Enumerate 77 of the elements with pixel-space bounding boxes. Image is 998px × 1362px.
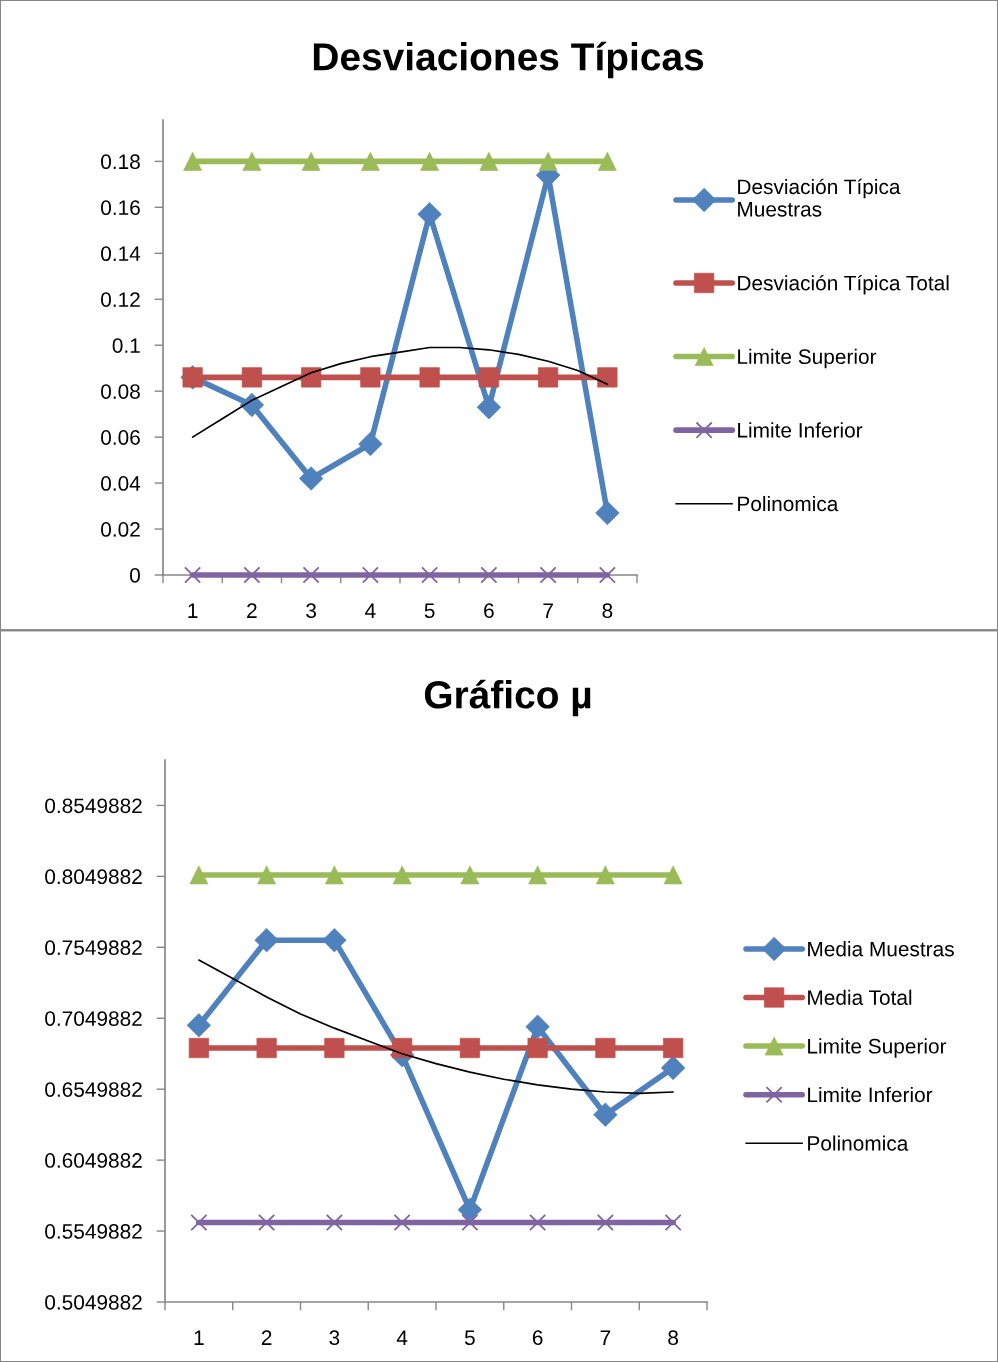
y-tick-label: 0.6049882 xyxy=(45,1153,142,1168)
point xyxy=(243,566,261,584)
x-tick-label: 6 xyxy=(532,1330,543,1346)
x-tick-label: 4 xyxy=(365,603,376,618)
point xyxy=(527,1037,548,1059)
x-tick-label: 1 xyxy=(194,1330,204,1345)
x-tick-label: 5 xyxy=(464,1330,475,1346)
legend-label: Polinomica xyxy=(738,495,839,512)
point xyxy=(476,395,502,420)
legend-label: Media Total xyxy=(808,989,912,1006)
y-tick-label: 0.7049882 xyxy=(45,1011,142,1026)
line-series xyxy=(198,959,674,1095)
point xyxy=(596,1213,614,1232)
point xyxy=(241,367,262,388)
point xyxy=(190,1213,208,1232)
x-tick-label: 7 xyxy=(600,1330,611,1345)
point xyxy=(525,1014,550,1039)
y-tick-label: 0.12 xyxy=(101,292,140,307)
point xyxy=(459,1037,480,1059)
point xyxy=(358,431,383,457)
legend-label: Limite Inferior xyxy=(738,422,863,438)
point xyxy=(298,466,324,491)
x-tick-label: 2 xyxy=(247,603,257,618)
legend-label: Polinomica xyxy=(808,1135,909,1151)
point xyxy=(461,1213,479,1232)
y-tick-label: 0.5549882 xyxy=(45,1224,142,1239)
point xyxy=(361,566,379,584)
legend-label: Limite Inferior xyxy=(808,1086,933,1103)
y-tick-label: 0 xyxy=(130,568,140,583)
legend-label: Limite Superior xyxy=(808,1038,947,1058)
chart-title: Gráfico µ xyxy=(424,679,591,717)
y-tick-label: 0.6549882 xyxy=(45,1082,142,1097)
y-tick-label: 0.8549882 xyxy=(45,798,142,814)
point xyxy=(302,566,320,584)
y-tick-label: 0.16 xyxy=(101,200,140,216)
y-tick-label: 0.7549882 xyxy=(45,940,142,956)
y-tick-label: 0.06 xyxy=(101,430,140,445)
point xyxy=(258,1213,276,1232)
y-tick-label: 0.5049882 xyxy=(45,1295,142,1310)
point xyxy=(664,1213,682,1232)
point xyxy=(480,566,498,584)
x-tick-label: 3 xyxy=(329,1330,340,1346)
x-tick-label: 2 xyxy=(261,1330,272,1345)
point xyxy=(663,1037,684,1059)
y-tick-label: 0.8049882 xyxy=(45,869,142,885)
point xyxy=(478,367,499,388)
point xyxy=(539,566,557,584)
point xyxy=(417,202,442,227)
point xyxy=(325,1213,343,1232)
legend-label: Media Muestras xyxy=(808,941,954,957)
y-tick-label: 0.08 xyxy=(101,384,140,399)
chart-title: Desviaciones Típicas xyxy=(313,41,704,79)
y-tick-label: 0.02 xyxy=(101,522,140,537)
x-tick-label: 6 xyxy=(484,603,494,619)
x-tick-label: 5 xyxy=(424,603,435,619)
point xyxy=(529,1213,547,1232)
legend-label: Desviación Típica Total xyxy=(738,274,949,295)
x-tick-label: 8 xyxy=(602,603,613,619)
y-tick-label: 0.14 xyxy=(101,246,141,262)
legend-label: Desviación Típica Muestras xyxy=(738,178,901,217)
point xyxy=(392,1037,413,1059)
y-tick-label: 0.18 xyxy=(101,154,140,170)
point xyxy=(457,1197,483,1222)
x-tick-label: 4 xyxy=(396,1330,408,1345)
legend-label: Limite Superior xyxy=(738,348,877,369)
point xyxy=(393,1213,411,1232)
x-tick-label: 1 xyxy=(188,603,198,618)
point xyxy=(324,1037,345,1059)
y-tick-label: 0.1 xyxy=(112,338,140,353)
point xyxy=(421,566,439,584)
y-tick-label: 0.04 xyxy=(101,476,141,491)
x-tick-label: 3 xyxy=(306,603,316,619)
point xyxy=(598,566,616,584)
point xyxy=(593,1102,618,1127)
point xyxy=(184,566,202,584)
x-tick-label: 7 xyxy=(543,603,553,618)
x-tick-label: 8 xyxy=(668,1330,679,1346)
